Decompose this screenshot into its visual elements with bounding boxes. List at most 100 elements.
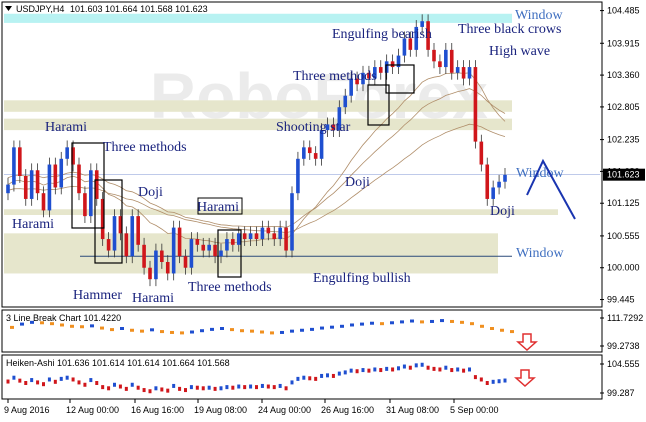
current-price-label: 101.623 [607,170,640,180]
candle-body [473,67,478,142]
candle-body [225,239,229,251]
linebreak-brick [290,329,294,333]
candle-body [71,147,75,165]
candle-body [479,141,484,165]
linebreak-brick [450,319,454,323]
heikenashi-bar [195,385,199,390]
candle-body [467,67,472,79]
heikenashi-bar [53,379,57,384]
y-tick-label: 103.915 [607,38,640,48]
linebreak-title: 3 Line Break Chart 101.4220 [6,313,121,323]
annotation-label: Window [515,8,564,23]
heikenashi-bar [391,367,395,372]
candle-body [35,170,40,194]
heikenashi-bar [65,375,69,380]
heikenashi-bar [314,376,318,381]
annotation-label: High wave [489,44,550,59]
candle-body [183,256,188,268]
linebreak-brick [340,324,344,328]
heikenashi-bar [361,368,365,373]
heikenashi-bar [172,383,176,388]
candle-body [89,170,93,217]
y-tick-label: 101.125 [607,198,640,208]
heikenashi-bar [231,385,235,390]
candle-body [189,239,194,268]
linebreak-brick [430,319,434,323]
linebreak-brick [40,321,44,325]
heikenashi-bar [142,388,146,393]
linebreak-brick [420,320,424,324]
heikenashi-bar [201,386,205,391]
linebreak-brick [390,321,394,325]
candle-body [100,198,105,240]
linebreak-brick [60,323,64,327]
heikenashi-bar [438,367,442,372]
y-tick-label: 102.235 [607,135,640,145]
heikenashi-bar [337,371,341,376]
heikenashi-bar [249,384,253,389]
annotation-label: Doji [138,185,163,200]
candle-body [325,124,330,131]
linebreak-brick [490,327,494,330]
candle-body [408,38,413,50]
x-tick-label: 26 Aug 16:00 [321,405,374,415]
annotation-label: Three black crows [458,22,561,37]
linebreak-brick [190,330,194,334]
linebreak-brick [400,320,404,324]
heikenashi-bar [118,384,122,389]
annotation-label: Harami [12,217,54,232]
candle-body [497,181,501,188]
linebreak-brick [200,329,204,333]
heikenashi-bar [77,380,81,385]
chart-header-symbol: USDJPY,H4 [16,4,64,14]
heikenashi-bar [160,387,164,392]
linebreak-brick [440,319,444,323]
candle-body [118,216,123,234]
heikenashi-bar [473,375,477,380]
heikenashi-bar [24,381,28,385]
heikenashi-bar [213,386,217,391]
linebreak-brick [150,328,154,332]
linebreak-brick [90,324,94,328]
heikenashi-bar [355,369,359,374]
linebreak-brick [270,331,274,335]
y-tick-label: 103.360 [607,70,640,80]
candle-body [384,61,389,73]
pattern-box [217,229,242,278]
candle-body [41,193,46,211]
candle-body [53,164,58,188]
linebreak-brick [70,324,74,328]
heikenashi-bar [42,382,45,387]
candle-body [165,262,170,274]
heikenashi-bar [6,379,10,384]
down-arrow-icon [516,333,538,352]
heikenashi-bar [385,366,389,371]
heikenashi-bar [30,378,34,383]
y-tick-label: 100.555 [607,231,640,241]
candle-body [414,26,419,50]
candle-body [402,38,407,56]
heikenashi-bar [18,378,22,383]
candle-body [313,153,318,159]
heikenashi-bar [260,383,264,388]
zone-band [4,118,512,131]
candle-body [207,244,211,251]
heikenashi-bar [468,367,471,372]
candle-body [432,49,436,62]
linebreak-brick [220,327,224,330]
candle-body [177,227,182,257]
collapse-triangle-icon[interactable] [5,6,12,11]
pattern-box [94,179,123,264]
annotation-label: Harami [197,200,239,215]
heikenashi-bar [130,382,134,387]
candle-body [331,124,336,131]
candle-body [65,147,69,159]
heikenashi-bar [479,377,483,382]
heikenashi-bar [320,373,324,378]
candle-body [231,239,235,245]
linebreak-brick [230,328,234,332]
candle-body [296,158,300,194]
annotation-label: Three methods [103,140,187,155]
candle-body [367,72,371,79]
x-tick-label: 5 Sep 00:00 [450,405,499,415]
